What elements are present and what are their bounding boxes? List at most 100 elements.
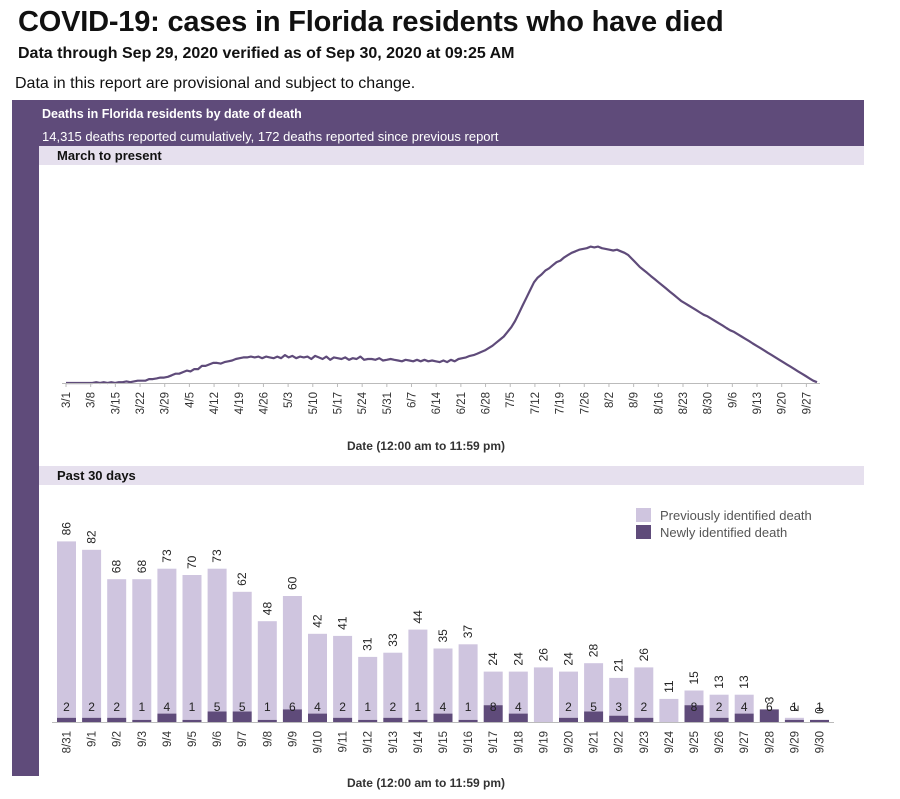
bar-total-label: 70 xyxy=(185,555,199,569)
bar-x-tick-label: 9/28 xyxy=(764,731,776,753)
bar-new-label: 4 xyxy=(314,700,321,714)
bar-x-tick-label: 9/27 xyxy=(739,731,751,753)
bar-new-label: 1 xyxy=(364,700,371,714)
bar-previous xyxy=(609,677,629,716)
bar-total-label: 60 xyxy=(285,576,299,590)
legend-previous-label: Previously identified death xyxy=(660,508,812,523)
bar-total-label: 42 xyxy=(311,614,325,628)
bar-total-label: 28 xyxy=(587,644,601,658)
bar-new xyxy=(458,719,478,722)
bar-new-label: 2 xyxy=(113,700,120,714)
line-x-tick-label: 3/22 xyxy=(135,392,147,414)
line-x-tick-label: 3/15 xyxy=(110,392,122,414)
bar-previous xyxy=(82,549,102,718)
line-x-tick-label: 6/21 xyxy=(456,392,468,414)
bar-previous xyxy=(257,621,277,720)
bar-new-label: 2 xyxy=(389,700,396,714)
bar-x-tick-label: 9/30 xyxy=(815,731,827,753)
bar-new-label: 5 xyxy=(590,700,597,714)
bar-x-tick-label: 9/24 xyxy=(664,730,676,753)
bar-new-label: 1 xyxy=(189,700,196,714)
bar-x-tick-label: 9/8 xyxy=(262,731,274,747)
bar-new xyxy=(82,717,102,722)
bar-new-label: 2 xyxy=(88,700,95,714)
bar-total-label: 35 xyxy=(436,629,450,643)
bar-new-label: 2 xyxy=(716,700,723,714)
bar-x-tick-label: 9/23 xyxy=(639,731,651,753)
line-x-tick-label: 8/2 xyxy=(604,392,616,408)
bar-x-tick-label: 9/3 xyxy=(137,731,149,747)
bar-new xyxy=(433,713,453,722)
line-x-tick-label: 7/26 xyxy=(579,392,591,414)
bar-new xyxy=(609,715,629,722)
line-x-tick-label: 9/20 xyxy=(777,392,789,414)
bar-x-tick-label: 9/16 xyxy=(463,731,475,753)
bar-new xyxy=(207,711,227,722)
bar-total-label: 24 xyxy=(511,652,525,666)
bar-previous xyxy=(57,541,76,718)
bar-previous xyxy=(433,648,453,714)
line-x-tick-label: 4/12 xyxy=(209,392,221,414)
bar-new xyxy=(784,719,804,722)
line-x-tick-label: 6/28 xyxy=(481,392,493,414)
bar-new-label: 1 xyxy=(415,700,422,714)
bar-previous xyxy=(709,694,729,718)
bar-previous xyxy=(508,671,528,714)
bar-new xyxy=(132,719,152,722)
bar-new xyxy=(157,713,177,722)
section-label-march: March to present xyxy=(57,148,162,163)
bar-new xyxy=(408,719,428,722)
bar-previous xyxy=(207,568,227,712)
line-x-axis-title: Date (12:00 am to 11:59 pm) xyxy=(347,439,505,453)
bar-new xyxy=(333,717,353,722)
bar-new-label: 5 xyxy=(214,700,221,714)
bar-previous xyxy=(308,633,327,714)
line-x-tick-label: 7/12 xyxy=(530,392,542,414)
panel-title: Deaths in Florida residents by date of d… xyxy=(42,107,302,121)
bar-total-label: 31 xyxy=(361,637,375,651)
bar-new-label: 2 xyxy=(565,700,572,714)
bar-new-label: 1 xyxy=(791,700,798,714)
bar-new-label: 3 xyxy=(615,700,622,714)
bar-previous xyxy=(533,667,553,722)
line-x-tick-label: 9/6 xyxy=(727,392,739,408)
section-label-past-30: Past 30 days xyxy=(57,468,136,483)
bar-previous xyxy=(333,635,353,718)
bar-total-label: 68 xyxy=(135,560,149,574)
bar-x-tick-label: 9/17 xyxy=(488,731,500,753)
bar-total-label: 3 xyxy=(762,696,776,703)
bar-previous xyxy=(483,671,503,706)
bar-total-label: 73 xyxy=(210,549,224,563)
bar-previous xyxy=(383,652,403,718)
bar-previous xyxy=(157,568,177,714)
line-x-tick-label: 5/31 xyxy=(382,392,394,414)
line-x-tick-label: 8/30 xyxy=(703,392,715,414)
bar-new xyxy=(559,717,578,722)
bar-previous xyxy=(107,579,127,718)
bar-new xyxy=(257,719,277,722)
line-x-tick-label: 8/23 xyxy=(678,392,690,414)
bar-total-label: 48 xyxy=(260,602,274,616)
bar-new xyxy=(383,717,403,722)
bar-total-label: 21 xyxy=(612,658,626,672)
line-x-tick-label: 7/5 xyxy=(505,392,517,408)
bar-new-label: 4 xyxy=(515,700,522,714)
line-x-tick-label: 8/9 xyxy=(629,392,641,408)
line-x-tick-label: 8/16 xyxy=(653,392,665,414)
line-x-tick-label: 7/19 xyxy=(555,392,567,414)
bar-x-tick-label: 9/2 xyxy=(112,731,124,747)
bar-previous xyxy=(182,575,202,720)
bar-total-label: 13 xyxy=(712,675,726,689)
bar-new-label: 4 xyxy=(164,700,171,714)
bar-x-tick-label: 9/22 xyxy=(614,731,626,753)
bar-new xyxy=(734,713,754,722)
bar-x-tick-label: 9/21 xyxy=(589,731,601,753)
data-date-subtitle: Data through Sep 29, 2020 verified as of… xyxy=(18,45,515,62)
bar-x-tick-label: 9/12 xyxy=(363,731,375,753)
line-x-tick-label: 9/13 xyxy=(752,392,764,414)
bar-new-label: 1 xyxy=(465,700,472,714)
bar-x-tick-label: 9/11 xyxy=(338,731,350,753)
bar-x-tick-label: 9/18 xyxy=(513,731,525,753)
bar-new-label: 1 xyxy=(138,700,145,714)
